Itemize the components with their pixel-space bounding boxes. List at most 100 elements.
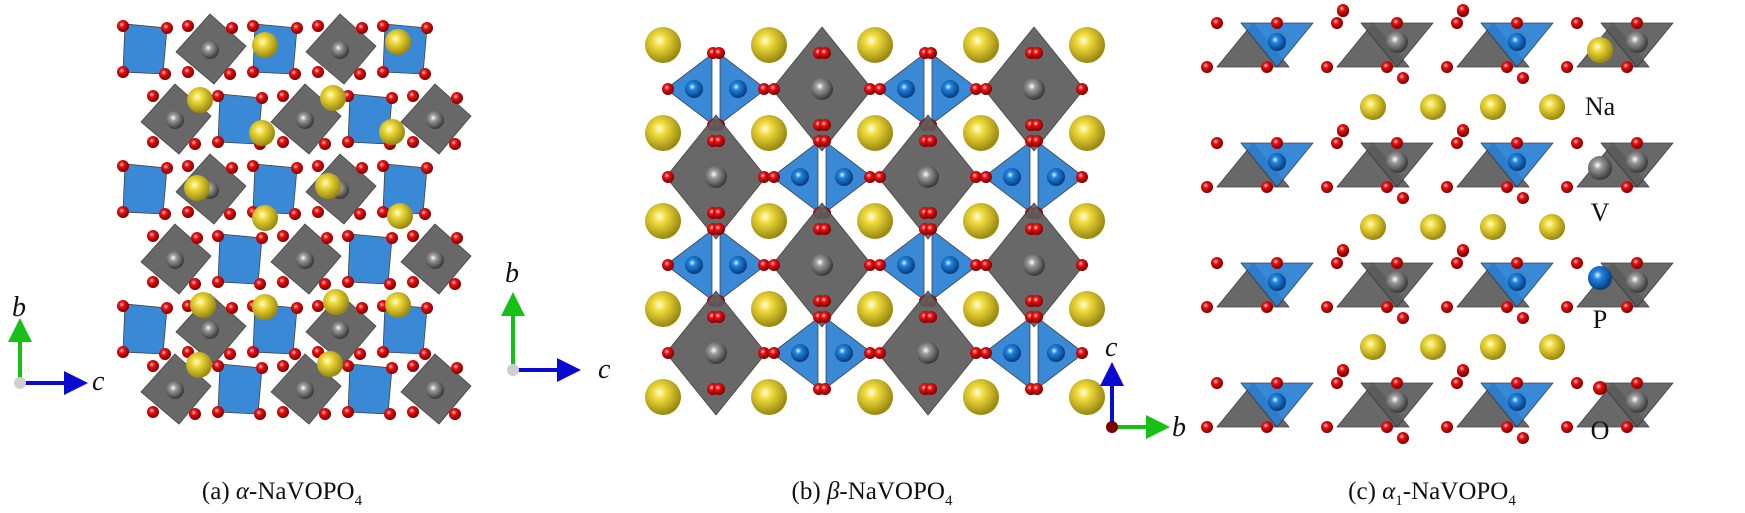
atom-o (1451, 377, 1463, 389)
atom-p (1508, 393, 1526, 411)
atom-na (252, 205, 278, 231)
atom-o (161, 302, 173, 314)
atom-o (768, 259, 780, 271)
atom-o (161, 162, 173, 174)
atom-v (1386, 31, 1408, 53)
atom-o (449, 278, 461, 290)
atom-o (662, 171, 674, 183)
atom-o (1457, 4, 1469, 16)
atom-o (212, 360, 224, 372)
atom-o (874, 83, 886, 95)
atom-na (1480, 334, 1506, 360)
atom-v (1023, 254, 1045, 276)
atom-o (1451, 257, 1463, 269)
atom-o (1331, 17, 1343, 29)
atom-o (1031, 295, 1043, 307)
atom-p (685, 256, 703, 274)
atom-na (387, 203, 413, 229)
atom-o (1201, 421, 1213, 433)
atom-na (186, 352, 212, 378)
axis-origin (14, 377, 26, 389)
atom-o (377, 160, 389, 172)
atom-o (321, 232, 333, 244)
atom-p (1003, 344, 1021, 362)
axis-origin (507, 364, 519, 376)
atom-o (256, 362, 268, 374)
atom-o (342, 230, 354, 242)
atom-o (319, 278, 331, 290)
atom-na (751, 291, 787, 327)
atom-o (1337, 4, 1349, 16)
atom-o (1501, 421, 1513, 433)
atom-v (811, 78, 833, 100)
atom-o (970, 259, 982, 271)
axis-triads (8, 292, 1170, 439)
atom-o (451, 232, 463, 244)
atom-o (182, 66, 194, 78)
po4-tetrahedron (122, 303, 168, 355)
atom-o (312, 20, 324, 32)
atom-na (1360, 214, 1386, 240)
atom-o (1391, 137, 1403, 149)
atom-o (874, 347, 886, 359)
atom-na (252, 32, 278, 58)
atom-o (407, 406, 419, 418)
atom-na (645, 203, 681, 239)
atom-o (1076, 171, 1088, 183)
caption-b: (b) β-NaVOPO4 (791, 478, 953, 509)
atom-na (963, 27, 999, 63)
legend-label-o: O (1590, 416, 1610, 445)
atom-na (1360, 334, 1386, 360)
atom-o (342, 136, 354, 148)
atom-o (277, 406, 289, 418)
atom-o (1321, 421, 1333, 433)
atom-o (864, 347, 876, 359)
atom-o (421, 162, 433, 174)
atom-v (331, 321, 349, 339)
atom-v (705, 342, 727, 364)
atom-o (1381, 181, 1393, 193)
atom-o (289, 348, 301, 360)
atom-o (1441, 421, 1453, 433)
atom-o (407, 276, 419, 288)
atom-o (1331, 137, 1343, 149)
atom-o (289, 68, 301, 80)
atom-o (819, 135, 831, 147)
atom-p (1508, 33, 1526, 51)
atom-o (925, 383, 937, 395)
atom-v (331, 41, 349, 59)
atom-o (1561, 61, 1573, 73)
atom-o (312, 206, 324, 218)
atom-o (980, 259, 992, 271)
atom-v (296, 251, 314, 269)
legend-label-p: P (1592, 305, 1608, 334)
atom-p (835, 344, 853, 362)
atom-o (356, 162, 368, 174)
atom-na (323, 289, 349, 315)
atom-o (1451, 137, 1463, 149)
atom-o (1211, 257, 1223, 269)
atom-na (1069, 291, 1105, 327)
atom-o (1631, 377, 1643, 389)
atom-v (1386, 271, 1408, 293)
atom-p (1047, 168, 1065, 186)
atom-o (1031, 135, 1043, 147)
atom-v (1626, 271, 1648, 293)
atom-o (212, 136, 224, 148)
atom-v (1626, 151, 1648, 173)
atom-p (1268, 273, 1286, 291)
atom-na (857, 203, 893, 239)
atom-o (189, 278, 201, 290)
atom-o (384, 408, 396, 420)
atom-na (379, 119, 405, 145)
panel-c-structure (1201, 4, 1674, 444)
atom-o (1201, 181, 1213, 193)
atom-o (713, 47, 725, 59)
atom-o (1261, 301, 1273, 313)
atom-o (449, 408, 461, 420)
atom-o (377, 20, 389, 32)
atom-v (426, 381, 444, 399)
atom-o (819, 47, 831, 59)
atom-o (117, 20, 129, 32)
atom-o (768, 347, 780, 359)
